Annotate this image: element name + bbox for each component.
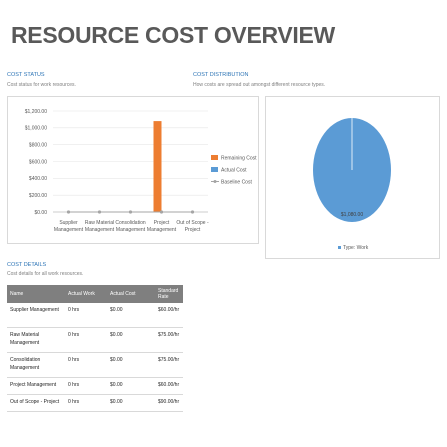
x-tick-label: Project xyxy=(185,227,201,233)
point-baseline-cost xyxy=(97,210,102,214)
cell-actual-cost: $0.00 xyxy=(107,327,155,353)
cell-actual-cost: $0.00 xyxy=(107,394,155,412)
legend-swatch-actual-cost xyxy=(211,167,218,172)
point-baseline-cost xyxy=(128,210,133,214)
cost-details-subtitle: Cost details for all work resources. xyxy=(7,271,84,277)
y-tick-label: $0.00 xyxy=(34,210,47,216)
x-tick-label: Project xyxy=(154,220,170,226)
x-tick-label: Management xyxy=(54,227,84,233)
y-tick-label: $1,200.00 xyxy=(25,109,47,115)
x-tick-label: Raw Material xyxy=(85,220,114,226)
point-baseline-cost xyxy=(66,210,71,214)
column-header-standard-rate: Standard Rate xyxy=(155,285,183,303)
table-row: Out of Scope - Project 0 hrs $0.00 $90.0… xyxy=(7,394,183,412)
legend-label: Actual Cost xyxy=(221,168,247,174)
y-tick-label: $800.00 xyxy=(29,142,47,148)
table-row: Project Management 0 hrs $0.00 $60.00/hr xyxy=(7,377,183,395)
x-tick-label: Management xyxy=(85,227,115,233)
cost-status-title: COST STATUS xyxy=(7,72,45,78)
legend-marker-baseline-cost xyxy=(213,180,217,183)
x-tick-label: Management xyxy=(147,227,177,233)
y-tick-label: $400.00 xyxy=(29,176,47,182)
point-baseline-cost xyxy=(190,210,195,214)
cost-status-chart: $0.00 $200.00 $400.00 $600.00 $800.00 $1,000.… xyxy=(25,109,257,233)
x-tick-label: Out of Scope - xyxy=(176,220,209,226)
cell-actual-work: 0 hrs xyxy=(65,303,107,328)
cell-actual-cost: $0.00 xyxy=(107,352,155,378)
table-row: Supplier Management 0 hrs $0.00 $60.00/h… xyxy=(7,303,183,328)
cell-standard-rate: $75.00/hr xyxy=(155,327,183,353)
cell-standard-rate: $60.00/hr xyxy=(155,377,183,395)
table-header-row: Name Actual Work Actual Cost Standard Ra… xyxy=(7,285,183,303)
cell-standard-rate: $90.00/hr xyxy=(155,394,183,412)
y-tick-label: $200.00 xyxy=(29,193,47,199)
cell-actual-cost: $0.00 xyxy=(107,303,155,328)
cell-name: Project Management xyxy=(7,377,65,395)
legend-label: Remaining Cost xyxy=(221,156,257,162)
cell-actual-work: 0 hrs xyxy=(65,377,107,395)
cell-name: Out of Scope - Project xyxy=(7,394,65,412)
cost-distribution-chart: $1,080.00 Type: Work xyxy=(313,118,391,251)
cost-distribution-title: COST DISTRIBUTION xyxy=(193,72,249,78)
cell-name: Raw Material Management xyxy=(7,327,65,353)
cell-actual-cost: $0.00 xyxy=(107,377,155,395)
cell-actual-work: 0 hrs xyxy=(65,394,107,412)
x-tick-label: Supplier xyxy=(59,220,78,226)
cost-status-chart-panel: $0.00 $200.00 $400.00 $600.00 $800.00 $1,000.… xyxy=(7,96,259,244)
legend-swatch-work xyxy=(338,246,341,249)
pie-data-label: $1,080.00 xyxy=(341,212,363,218)
cell-standard-rate: $60.00/hr xyxy=(155,303,183,328)
cell-actual-work: 0 hrs xyxy=(65,352,107,378)
legend-label: Baseline Cost xyxy=(221,180,252,186)
legend-swatch-remaining-cost xyxy=(211,155,218,160)
table-row: Consolidation Management 0 hrs $0.00 $75… xyxy=(7,352,183,378)
cell-standard-rate: $75.00/hr xyxy=(155,352,183,378)
x-tick-label: Management xyxy=(116,227,146,233)
legend-label: Type: Work xyxy=(343,245,369,251)
column-header-actual-cost: Actual Cost xyxy=(107,285,155,303)
cost-details-table: Name Actual Work Actual Cost Standard Ra… xyxy=(7,285,183,412)
cell-name: Supplier Management xyxy=(7,303,65,328)
table-row: Raw Material Management 0 hrs $0.00 $75.… xyxy=(7,327,183,353)
cell-actual-work: 0 hrs xyxy=(65,327,107,353)
y-tick-label: $600.00 xyxy=(29,159,47,165)
cost-distribution-chart-panel: $1,080.00 Type: Work xyxy=(265,96,440,259)
cost-details-title: COST DETAILS xyxy=(7,262,47,268)
column-header-name: Name xyxy=(7,285,65,303)
cost-distribution-subtitle: How costs are spread out amongst differe… xyxy=(193,82,326,88)
y-tick-label: $1,000.00 xyxy=(25,126,47,132)
page-title: RESOURCE COST OVERVIEW xyxy=(11,22,335,48)
column-header-actual-work: Actual Work xyxy=(65,285,107,303)
cost-status-subtitle: Cost status for work resources. xyxy=(7,82,76,88)
bar-remaining-cost xyxy=(153,121,162,212)
point-baseline-cost xyxy=(159,210,164,214)
x-tick-label: Consolidation xyxy=(115,220,146,226)
cell-name: Consolidation Management xyxy=(7,352,65,378)
